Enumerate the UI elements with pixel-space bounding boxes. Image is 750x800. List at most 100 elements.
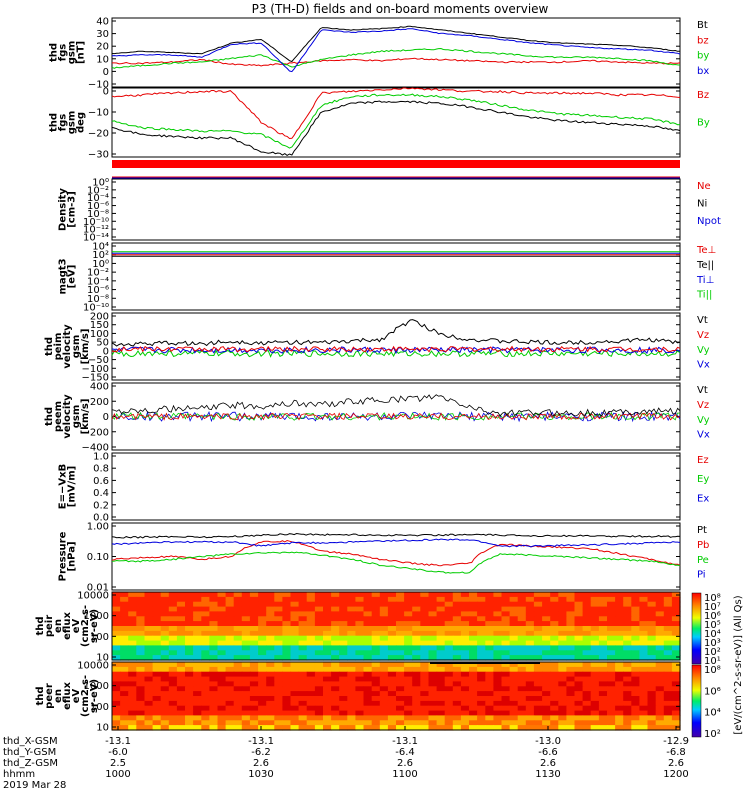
spec-cell xyxy=(444,645,454,651)
spec-cell xyxy=(477,592,486,598)
spec-cell xyxy=(201,691,210,697)
spec-cell xyxy=(574,635,584,642)
spec-cell xyxy=(469,705,478,712)
spec-cell xyxy=(582,666,592,673)
spec-cell xyxy=(323,671,332,678)
spec-cell xyxy=(298,691,308,697)
spec-cell xyxy=(631,720,640,726)
spec-cell xyxy=(363,626,373,632)
spec-cell xyxy=(176,691,186,697)
spec-cell xyxy=(323,640,332,647)
spec-cell xyxy=(493,640,503,647)
spec-cell xyxy=(663,671,673,678)
spec-cell xyxy=(452,666,462,673)
spec-cell xyxy=(193,611,202,617)
spec-cell xyxy=(355,705,365,712)
legend-ex: Ex xyxy=(697,493,709,504)
legend-vy: Vy xyxy=(697,415,710,426)
spec-cell xyxy=(647,691,657,697)
series-peem-vx xyxy=(111,410,681,423)
spec-cell xyxy=(550,700,559,707)
spec-cell xyxy=(217,710,227,717)
spec-cell xyxy=(201,616,210,622)
spec-cell xyxy=(590,691,600,697)
spec-cell xyxy=(201,621,210,627)
spec-cell xyxy=(112,635,121,642)
spec-cell xyxy=(217,720,227,726)
spec-cell xyxy=(428,725,438,731)
y-tick-label: 0 xyxy=(103,87,109,98)
x-value: -6.6 xyxy=(538,747,558,758)
spec-cell xyxy=(233,666,243,673)
spec-cell xyxy=(371,662,381,668)
spec-cell xyxy=(590,611,600,617)
spec-cell xyxy=(379,691,389,697)
spec-cell xyxy=(282,676,292,683)
spec-cell xyxy=(396,666,405,673)
spec-cell xyxy=(347,650,356,656)
spec-cell xyxy=(574,606,584,613)
spec-cell xyxy=(542,611,551,617)
spec-cell xyxy=(542,630,551,637)
spec-cell xyxy=(282,592,292,598)
spec-cell xyxy=(396,616,405,622)
series-by xyxy=(111,93,681,149)
spec-cell xyxy=(582,662,592,668)
spec-cell xyxy=(566,630,576,637)
spec-cell xyxy=(112,710,121,717)
spec-cell xyxy=(233,725,243,731)
spec-cell xyxy=(428,662,438,668)
spec-cell xyxy=(631,592,640,598)
x-value: -6.8 xyxy=(666,747,686,758)
spec-cell xyxy=(436,592,446,598)
spec-cell xyxy=(185,662,194,668)
spec-cell xyxy=(249,650,259,656)
spec-cell xyxy=(671,640,681,647)
spec-cell xyxy=(582,630,592,637)
spec-cell xyxy=(655,630,665,637)
spec-cell xyxy=(193,592,202,598)
spec-cell xyxy=(323,635,332,642)
y-axis-label: [km/s] xyxy=(80,399,91,435)
spec-cell xyxy=(152,630,162,637)
spec-cell xyxy=(493,611,503,617)
spec-cell xyxy=(631,666,640,673)
spec-cell xyxy=(314,650,324,656)
spec-cell xyxy=(582,720,592,726)
spec-cell xyxy=(615,676,624,683)
spec-cell xyxy=(663,686,673,692)
spec-cell xyxy=(509,606,519,613)
spec-cell xyxy=(542,671,551,678)
spec-cell xyxy=(209,650,219,656)
spec-cell xyxy=(436,676,446,683)
y-axis-label: thd xyxy=(44,407,55,426)
spec-cell xyxy=(314,640,324,647)
spec-cell xyxy=(185,621,194,627)
spec-cell xyxy=(209,635,219,642)
spec-cell xyxy=(452,705,462,712)
spec-cell xyxy=(371,601,381,608)
spec-cell xyxy=(566,616,576,622)
spec-cell xyxy=(298,645,308,651)
spec-cell xyxy=(176,616,186,622)
y-tick-label: −30 xyxy=(88,150,109,161)
spec-cell xyxy=(444,691,454,697)
spec-cell xyxy=(144,676,154,683)
spec-cell xyxy=(598,671,608,678)
y-tick-label: 0 xyxy=(103,67,109,78)
spec-cell xyxy=(607,710,616,717)
spec-cell xyxy=(298,671,308,678)
spec-cell xyxy=(639,621,649,627)
spec-cell xyxy=(274,705,283,712)
spec-cell xyxy=(590,666,600,673)
spec-cell xyxy=(258,616,267,622)
spec-cell xyxy=(209,596,219,603)
spec-cell xyxy=(201,681,210,687)
spec-cell xyxy=(290,650,300,656)
spec-cell xyxy=(128,666,137,673)
spec-cell xyxy=(371,650,381,656)
spec-cell xyxy=(323,696,332,702)
spec-cell xyxy=(282,681,292,687)
spec-cell xyxy=(274,606,283,613)
spec-cell xyxy=(144,691,154,697)
